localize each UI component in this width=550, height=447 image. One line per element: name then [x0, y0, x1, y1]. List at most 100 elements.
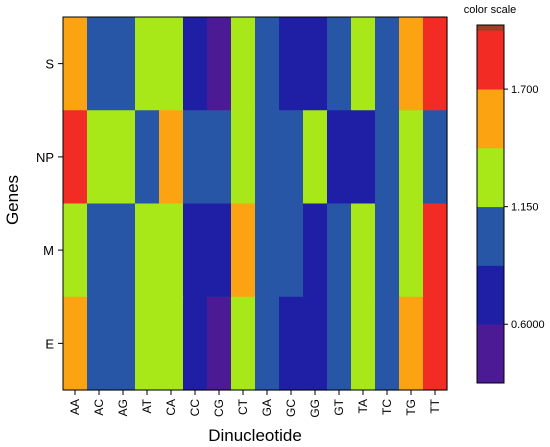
heatmap-cell-M-CA [159, 203, 184, 298]
heatmap-cells [63, 17, 448, 391]
heatmap-cell-NP-AA [63, 110, 88, 205]
colorbar-tick-label: 1.150 [511, 202, 539, 214]
heatmap-cell-E-GT [327, 296, 352, 391]
x-tick-label: AC [92, 399, 106, 416]
heatmap-cell-E-AC [87, 296, 112, 391]
heatmap-cell-E-CT [231, 296, 256, 391]
x-tick-label: TC [380, 399, 394, 415]
x-tick-label: CC [188, 399, 202, 417]
heatmap-cell-M-CC [183, 203, 208, 298]
x-tick-label: GG [308, 399, 322, 418]
heatmap-cell-M-GC [279, 203, 304, 298]
y-tick-label: S [45, 57, 54, 72]
x-tick-label: CG [212, 399, 226, 417]
heatmap-cell-M-AG [111, 203, 136, 298]
heatmap-cell-M-CT [231, 203, 256, 298]
heatmap-cell-NP-CT [231, 110, 256, 205]
colorbar-tick-label: 1.700 [511, 84, 539, 96]
x-tick-label: GT [332, 398, 346, 415]
heatmap-cell-NP-GG [303, 110, 328, 205]
heatmap-cell-M-GG [303, 203, 328, 298]
heatmap-cell-S-GC [279, 17, 304, 111]
heatmap-cell-S-GA [255, 17, 280, 111]
heatmap-cell-S-AA [63, 17, 88, 111]
heatmap-cell-M-AC [87, 203, 112, 298]
heatmap-cell-NP-CC [183, 110, 208, 205]
heatmap-cell-S-CA [159, 17, 184, 111]
heatmap-cell-E-CG [207, 296, 232, 391]
heatmap-cell-S-TC [375, 17, 400, 111]
colorbar-band [477, 324, 504, 384]
colorbar-title: color scale [464, 4, 517, 16]
heatmap-cell-NP-TA [351, 110, 376, 205]
colorbar-tick-label: 0.6000 [511, 319, 545, 331]
heatmap-cell-E-AT [135, 296, 160, 391]
heatmap-cell-NP-GC [279, 110, 304, 205]
colorbar: 1.700 1.150 0.6000 [476, 24, 545, 384]
x-tick-label: GA [260, 399, 274, 416]
heatmap-cell-E-TG [399, 296, 424, 391]
colorbar-band [477, 147, 504, 208]
heatmap-cell-NP-AT [135, 110, 160, 205]
y-tick-label: NP [36, 150, 54, 165]
heatmap-cell-S-AG [111, 17, 136, 111]
plot-frame [62, 16, 448, 391]
heatmap-cell-E-AG [111, 296, 136, 391]
heatmap-cell-S-CT [231, 17, 256, 111]
heatmap-cell-NP-TT [423, 110, 448, 205]
heatmap-cell-NP-CA [159, 110, 184, 205]
y-tick-label: E [45, 336, 54, 351]
heatmap-cell-E-TA [351, 296, 376, 391]
x-tick-label: AT [140, 398, 154, 413]
x-tick-label: CA [164, 399, 178, 416]
heatmap-cell-NP-GT [327, 110, 352, 205]
heatmap-cell-S-GG [303, 17, 328, 111]
x-tick-label: TG [404, 399, 418, 416]
heatmap-cell-NP-AG [111, 110, 136, 205]
y-axis-ticks: S NP M E [36, 57, 63, 351]
heatmap-cell-M-TT [423, 203, 448, 298]
colorbar-band [477, 89, 504, 149]
colorbar-band [477, 265, 504, 325]
x-tick-label: GC [284, 399, 298, 417]
heatmap-cell-E-CA [159, 296, 184, 391]
heatmap-cell-M-TC [375, 203, 400, 298]
heatmap-cell-M-AT [135, 203, 160, 298]
x-tick-label: AA [68, 399, 82, 415]
heatmap-cell-E-CC [183, 296, 208, 391]
heatmap-cell-E-TC [375, 296, 400, 391]
heatmap-cell-S-TG [399, 17, 424, 111]
x-tick-label: TA [356, 399, 370, 413]
heatmap-cell-S-TA [351, 17, 376, 111]
heatmap-cell-M-CG [207, 203, 232, 298]
x-axis-ticks: AA AC AG AT CA CC CG CT GA GC GG GT TA TC TG TT [68, 390, 442, 418]
heatmap-cell-NP-TC [375, 110, 400, 205]
heatmap-cell-E-AA [63, 296, 88, 391]
heatmap-cell-E-GA [255, 296, 280, 391]
heatmap-cell-S-TT [423, 17, 448, 111]
heatmap-cell-E-GC [279, 296, 304, 391]
x-tick-label: CT [236, 398, 250, 415]
y-axis-title: Genes [3, 175, 22, 225]
heatmap-cell-NP-GA [255, 110, 280, 205]
heatmap-cell-NP-CG [207, 110, 232, 205]
heatmap-cell-S-AT [135, 17, 160, 111]
heatmap-cell-E-GG [303, 296, 328, 391]
x-axis-title: Dinucleotide [208, 426, 302, 445]
colorbar-band [477, 25, 504, 31]
heatmap-cell-S-AC [87, 17, 112, 111]
heatmap-cell-E-TT [423, 296, 448, 391]
heatmap-cell-M-AA [63, 203, 88, 298]
heatmap-cell-M-GT [327, 203, 352, 298]
heatmap-cell-S-CC [183, 17, 208, 111]
y-tick-label: M [43, 243, 54, 258]
colorbar-band [477, 30, 504, 90]
heatmap-cell-M-TA [351, 203, 376, 298]
x-tick-label: TT [428, 398, 442, 413]
colorbar-band [477, 206, 504, 266]
x-tick-label: AG [116, 399, 130, 416]
colorbar-frame [476, 24, 505, 384]
heatmap-cell-NP-TG [399, 110, 424, 205]
heatmap-cell-NP-AC [87, 110, 112, 205]
